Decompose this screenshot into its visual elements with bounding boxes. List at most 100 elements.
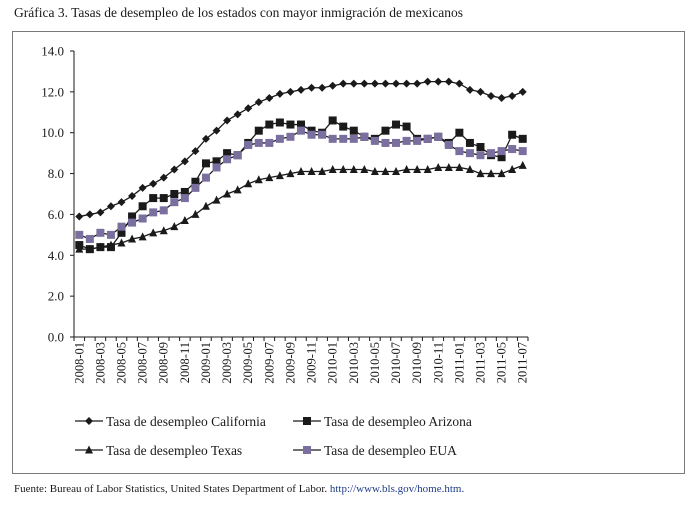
- data-point-eua: [265, 138, 274, 147]
- data-point-eua: [191, 183, 200, 192]
- data-point-california: [212, 126, 221, 135]
- data-point-california: [223, 116, 232, 125]
- data-point-california: [286, 87, 295, 96]
- data-point-texas: [106, 240, 115, 249]
- data-point-eua: [286, 132, 295, 141]
- data-point-arizona: [138, 202, 147, 211]
- data-point-eua: [201, 173, 210, 182]
- data-point-eua: [307, 130, 316, 139]
- data-point-eua: [444, 140, 453, 149]
- x-tick-label: 2011-03: [473, 342, 487, 383]
- data-point-eua: [149, 208, 158, 217]
- data-point-eua: [402, 136, 411, 145]
- x-tick-label: 2010-05: [368, 342, 382, 384]
- legend-label-eua: Tasa de desempleo EUA: [324, 443, 457, 458]
- data-point-arizona: [180, 187, 189, 196]
- y-tick-label: 12.0: [41, 84, 64, 99]
- data-point-eua: [423, 134, 432, 143]
- data-point-california: [138, 183, 147, 192]
- y-tick-label: 6.0: [48, 207, 64, 222]
- data-point-texas: [244, 179, 253, 188]
- data-point-eua: [106, 230, 115, 239]
- data-point-texas: [138, 232, 147, 241]
- data-point-eua: [212, 163, 221, 172]
- x-tick-label: 2011-05: [495, 342, 509, 383]
- data-point-texas: [180, 216, 189, 225]
- x-tick-label: 2009-01: [199, 342, 213, 384]
- source-link[interactable]: http://www.bls.gov/home.htm.: [329, 483, 465, 495]
- data-point-texas: [487, 169, 496, 178]
- data-point-texas: [170, 222, 179, 231]
- data-point-california: [170, 165, 179, 174]
- data-point-texas: [265, 173, 274, 182]
- y-tick-label: 0.0: [48, 330, 64, 345]
- data-point-texas: [381, 167, 390, 176]
- data-point-arizona: [275, 118, 284, 127]
- data-point-eua: [96, 228, 105, 237]
- y-tick-label: 14.0: [41, 44, 64, 59]
- data-point-eua: [170, 198, 179, 207]
- data-point-texas: [159, 226, 168, 235]
- data-point-texas: [392, 167, 401, 176]
- data-point-california: [455, 79, 464, 88]
- data-point-eua: [254, 138, 263, 147]
- data-point-texas: [297, 167, 305, 176]
- data-point-texas: [508, 164, 517, 173]
- x-tick-label: 2009-05: [241, 342, 255, 384]
- data-point-california: [159, 173, 168, 182]
- data-point-texas: [476, 169, 485, 178]
- legend-marker-texas: [85, 445, 93, 454]
- x-tick-label: 2008-07: [136, 342, 150, 384]
- data-point-arizona: [297, 120, 305, 129]
- data-point-eua: [223, 155, 232, 164]
- chart-frame: [12, 31, 685, 474]
- x-tick-label: 2008-05: [115, 342, 129, 384]
- data-point-california: [191, 147, 200, 156]
- data-point-arizona: [328, 116, 337, 125]
- x-tick-label: 2009-09: [283, 342, 297, 384]
- data-point-california: [149, 179, 158, 188]
- data-point-texas: [149, 228, 158, 237]
- data-point-arizona: [265, 120, 274, 129]
- data-point-arizona: [117, 228, 126, 237]
- x-tick-label: 2009-03: [220, 342, 234, 384]
- data-point-eua: [487, 149, 496, 158]
- data-point-california: [106, 202, 115, 211]
- data-point-texas: [497, 169, 506, 178]
- data-point-eua: [381, 138, 390, 147]
- data-point-california: [307, 83, 316, 92]
- x-tick-label: 2010-03: [347, 342, 361, 384]
- data-point-eua: [117, 222, 126, 231]
- x-tick-label: 2010-01: [326, 342, 340, 384]
- data-point-texas: [307, 167, 316, 176]
- x-tick-label: 2008-09: [157, 342, 171, 384]
- source-note: Fuente: Bureau of Labor Statistics, Unit…: [14, 483, 464, 495]
- data-point-california: [180, 157, 189, 166]
- data-point-california: [244, 104, 253, 113]
- data-point-texas: [318, 167, 327, 176]
- data-point-california: [381, 79, 390, 88]
- data-point-eua: [508, 145, 517, 154]
- data-point-arizona: [149, 194, 158, 203]
- y-tick-label: 8.0: [48, 166, 64, 181]
- data-point-texas: [349, 164, 358, 173]
- data-point-california: [360, 79, 369, 88]
- data-point-california: [476, 87, 485, 96]
- data-point-california: [128, 192, 137, 201]
- data-point-arizona: [349, 126, 358, 135]
- data-point-texas: [233, 185, 242, 194]
- data-point-texas: [518, 160, 527, 169]
- data-point-california: [349, 79, 358, 88]
- data-point-arizona: [455, 128, 464, 137]
- data-point-arizona: [476, 143, 485, 152]
- data-point-eua: [318, 130, 327, 139]
- data-point-texas: [370, 167, 379, 176]
- data-point-arizona: [518, 134, 527, 143]
- x-tick-label: 2008-03: [93, 342, 107, 384]
- data-point-eua: [85, 234, 94, 243]
- data-point-eua: [328, 134, 337, 143]
- legend-label-arizona: Tasa de desempleo Arizona: [324, 414, 472, 429]
- data-point-arizona: [402, 122, 411, 131]
- legend-label-texas: Tasa de desempleo Texas: [106, 443, 242, 458]
